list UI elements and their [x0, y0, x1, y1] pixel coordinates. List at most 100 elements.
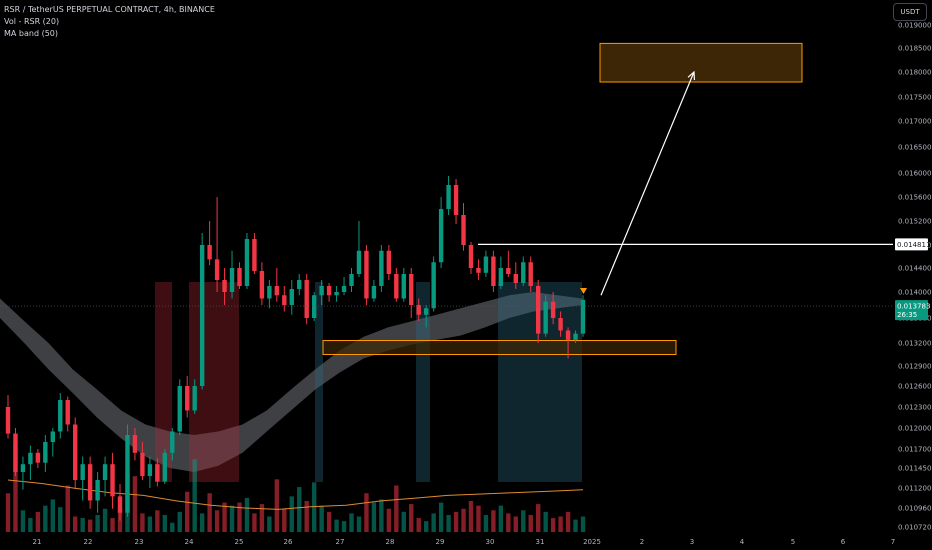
volume-bar — [476, 505, 481, 532]
volume-bar — [304, 501, 309, 532]
volume-bar — [461, 508, 466, 532]
price-tick-label: 0.016000 — [898, 170, 931, 178]
time-tick-label: 28 — [386, 538, 395, 546]
price-tick-label: 0.017000 — [898, 118, 931, 126]
volume-bar — [147, 516, 153, 532]
candle-body — [341, 286, 347, 292]
last-price-label: 0.013783 — [897, 303, 930, 311]
candle-body — [58, 400, 63, 432]
candle-body — [386, 250, 392, 274]
candle-body — [573, 333, 578, 340]
candle-body — [162, 452, 168, 482]
volume-bar — [65, 485, 70, 532]
volume-bar — [207, 493, 212, 532]
volume-bar — [513, 516, 518, 532]
annotations-layer — [0, 70, 893, 307]
candle-body — [50, 431, 56, 442]
volume-bar — [379, 499, 384, 532]
volume-bar — [580, 516, 586, 532]
volume-bar — [371, 502, 377, 532]
ma-band-highlight — [416, 282, 430, 482]
time-tick-label: 26 — [284, 538, 293, 546]
candle-body — [506, 268, 511, 274]
candle-body — [259, 271, 265, 299]
candle-body — [565, 330, 571, 340]
volume-bar — [5, 493, 11, 532]
price-tick-label: 0.011450 — [898, 465, 931, 473]
price-tick-label: 0.012900 — [898, 363, 931, 371]
price-tick-label: 0.010720 — [898, 524, 931, 532]
candle-body — [43, 442, 48, 463]
volume-ma-line — [7, 479, 584, 510]
candle-body — [117, 496, 123, 513]
volume-bar — [528, 514, 533, 532]
candle-body — [132, 435, 138, 453]
price-tick-label: 0.011700 — [898, 446, 931, 454]
ma-band — [0, 292, 582, 472]
volume-bar — [28, 518, 33, 532]
candle-body — [409, 274, 414, 305]
time-tick-label: 3 — [690, 538, 694, 546]
candle-body — [431, 262, 436, 309]
volume-bars — [5, 442, 586, 532]
candle-body — [13, 433, 18, 472]
signal-marker-icon — [580, 288, 587, 294]
candle-body — [222, 280, 227, 292]
time-tick-label: 30 — [486, 538, 495, 546]
candle-body — [267, 286, 272, 299]
legend-volume[interactable]: Vol - RSR (20) — [4, 17, 60, 26]
candle-body — [192, 386, 197, 411]
volume-bar — [565, 511, 571, 532]
candle-body — [155, 464, 160, 482]
candle-body — [528, 262, 533, 286]
price-axis-bg — [893, 0, 932, 550]
time-tick-label: 31 — [536, 538, 545, 546]
volume-bar — [491, 510, 496, 532]
candle-body — [483, 256, 489, 273]
candle-body — [416, 305, 421, 315]
price-tick-label: 0.019000 — [898, 22, 931, 30]
time-tick-label: 2025 — [583, 538, 601, 546]
candle-body — [468, 245, 474, 268]
candle-body — [543, 301, 548, 334]
volume-bar — [244, 497, 250, 532]
candle-body — [364, 250, 369, 299]
legend-ma-band[interactable]: MA band (50) — [4, 29, 59, 38]
price-tick-label: 0.015200 — [898, 218, 931, 226]
zones-layer — [322, 42, 803, 355]
volume-bar — [364, 493, 369, 532]
candle-body — [379, 250, 384, 286]
volume-bar — [483, 514, 489, 532]
candle-body — [349, 274, 354, 286]
time-axis[interactable]: 21 22 23 24 25 26 27 28 29 30 31 2025 2 3 4 5 6 7 — [33, 538, 896, 546]
candle-body — [5, 407, 11, 434]
price-axis[interactable]: 0.019000 0.018500 0.018000 0.017500 0.017000… — [893, 0, 932, 550]
candle-body — [177, 386, 182, 432]
volume-bar — [401, 511, 406, 532]
price-tick-label: 0.013200 — [898, 340, 931, 348]
legend-title[interactable]: RSR / TetherUS PERPETUAL CONTRACT, 4h, B… — [4, 5, 215, 14]
volume-bar — [50, 499, 56, 532]
candle-body — [491, 256, 496, 286]
time-tick-label: 5 — [791, 538, 795, 546]
currency-unit-button[interactable]: USDT — [893, 3, 927, 21]
volume-bar — [550, 518, 556, 532]
volume-bar — [289, 496, 294, 532]
time-tick-label: 23 — [135, 538, 144, 546]
candle-body — [237, 268, 242, 286]
level-price-label: 0.014811 — [897, 241, 930, 249]
candle-body — [95, 480, 100, 501]
candle-body — [28, 452, 33, 465]
candle-body — [185, 386, 190, 411]
candle-body — [199, 245, 205, 386]
candle-body — [550, 301, 556, 318]
price-tick-label: 0.012600 — [898, 383, 931, 391]
candle-body — [214, 259, 220, 280]
candle-body — [521, 262, 526, 283]
volume-bar — [334, 519, 339, 532]
volume-bar — [35, 511, 41, 532]
volume-bar — [326, 511, 332, 532]
candle-body — [80, 464, 85, 480]
candle-body — [461, 215, 466, 245]
